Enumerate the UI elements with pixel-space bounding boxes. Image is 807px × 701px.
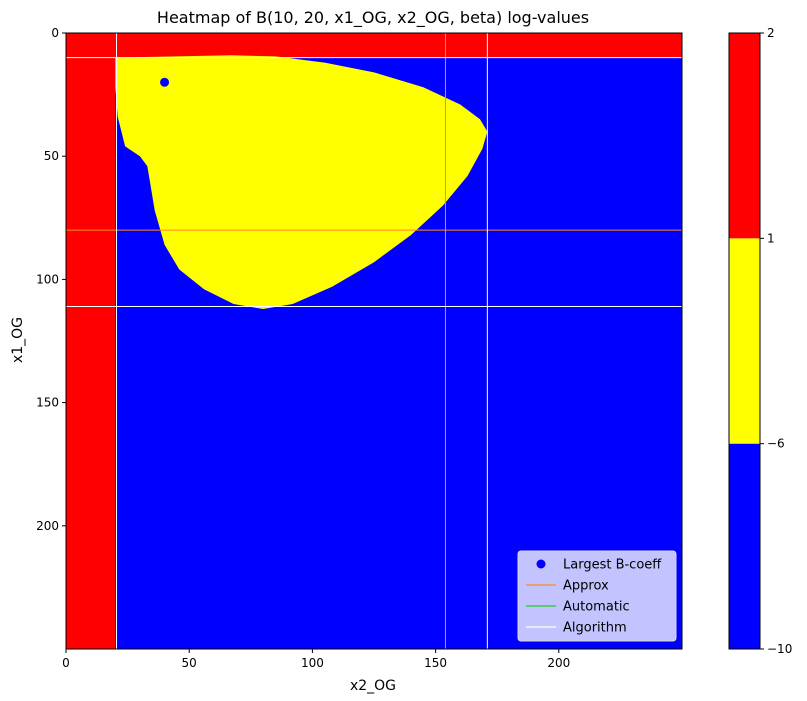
y-tick-label: 200	[36, 519, 59, 533]
x-tick-label: 0	[62, 656, 70, 670]
x-tick-label: 100	[301, 656, 324, 670]
y-tick-label: 100	[36, 272, 59, 286]
legend-box	[517, 550, 677, 642]
point-largest-b-coeff	[160, 77, 170, 87]
legend: Largest B-coeff Approx Automatic Algorithm	[517, 550, 677, 642]
y-tick-label: 0	[51, 26, 59, 40]
x-tick-label: 150	[424, 656, 447, 670]
legend-label-algorithm: Algorithm	[563, 621, 627, 636]
colorbar: −10 −6 1 2	[728, 26, 792, 656]
legend-label-automatic: Automatic	[563, 600, 630, 615]
legend-marker-largest-b-coeff	[536, 559, 546, 569]
colorbar-frame	[728, 32, 761, 650]
plot-area: 0 50 100 150 200 0 50 100 150 200	[36, 26, 683, 670]
colorbar-segment-2	[729, 33, 760, 239]
chart-title: Heatmap of B(10, 20, x1_OG, x2_OG, beta)…	[157, 8, 589, 28]
colorbar-tick-label: −10	[767, 642, 792, 656]
plot-frame	[65, 32, 683, 650]
colorbar-tick-label: 2	[767, 26, 775, 40]
heatmap-yellow-region	[115, 55, 488, 310]
heatmap-red-band-top	[66, 33, 682, 58]
colorbar-segment-1	[729, 238, 760, 444]
y-tick-label: 150	[36, 396, 59, 410]
heatmap-red-band-left	[66, 33, 116, 649]
colorbar-tick-label: 1	[767, 231, 775, 245]
colorbar-tick-label: −6	[767, 437, 785, 451]
legend-label-approx: Approx	[563, 579, 609, 594]
colorbar-segment-0	[729, 443, 760, 649]
y-axis-label: x1_OG	[10, 317, 26, 363]
legend-label-largest-b-coeff: Largest B-coeff	[563, 558, 662, 573]
x-tick-label: 50	[182, 656, 197, 670]
x-axis-label: x2_OG	[350, 678, 396, 694]
x-tick-label: 200	[547, 656, 570, 670]
y-tick-label: 50	[44, 149, 59, 163]
